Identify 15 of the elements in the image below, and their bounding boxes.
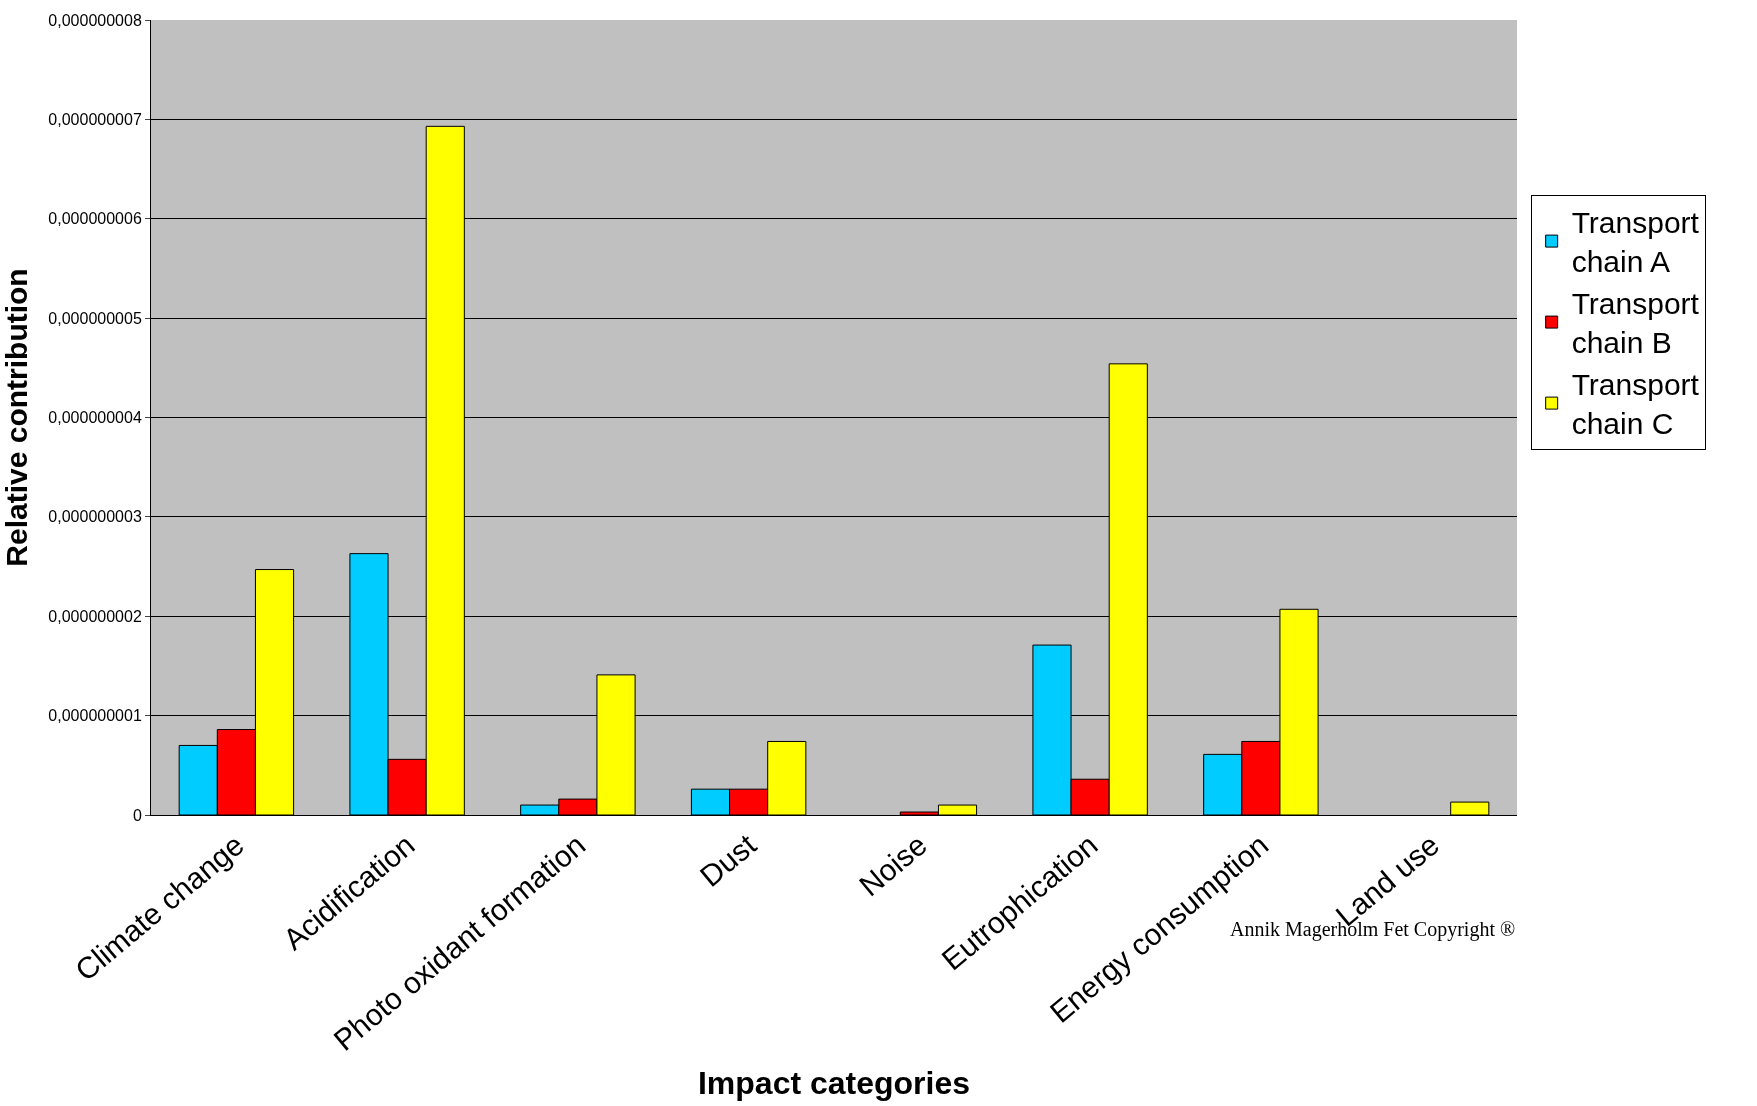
x-axis-title: Impact categories xyxy=(697,1064,971,1101)
y-tick-label: 0,000000006 xyxy=(48,210,142,228)
y-tick-label: 0,000000003 xyxy=(48,508,142,526)
y-tick-label: 0,000000004 xyxy=(48,409,142,427)
y-tick-label: 0,000000005 xyxy=(48,309,142,327)
y-tick-label: 0,000000008 xyxy=(48,11,142,29)
y-tick-label: 0,000000001 xyxy=(48,707,142,725)
y-axis-title: Relative contribution xyxy=(0,268,33,567)
y-tick-label: 0,000000007 xyxy=(48,110,142,128)
legend-label: Transport chain B xyxy=(1571,287,1700,360)
legend-label: Transport chain A xyxy=(1571,206,1700,279)
y-tick-label: 0,000000002 xyxy=(48,607,142,625)
legend-label: Transport chain C xyxy=(1571,368,1700,441)
x-tick-label: Dust xyxy=(693,827,763,893)
y-tick-label: 0 xyxy=(132,806,142,824)
